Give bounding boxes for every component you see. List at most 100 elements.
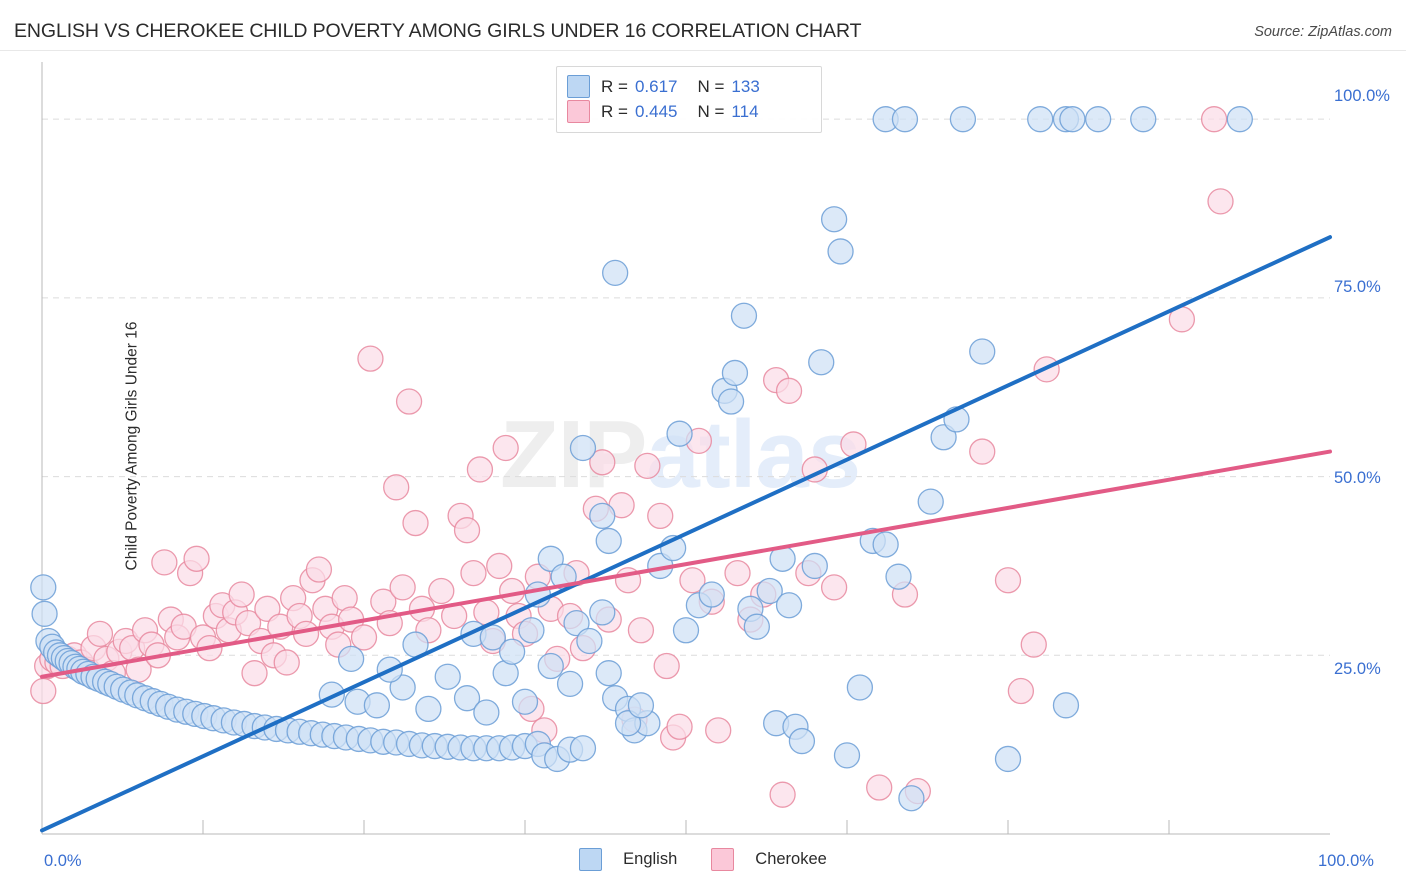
data-point-cherokee [627,617,655,644]
trend-line-cherokee [40,449,1332,679]
data-point-english [1027,106,1054,133]
stats-row-english: R = 0.617 N = 133 [567,74,811,99]
data-point-english [891,106,919,133]
data-point-english [885,563,912,590]
legend-swatch-english-icon [579,848,603,871]
data-point-english [537,545,564,572]
cherokee-r-value: 0.445 [634,101,678,121]
data-point-english [1130,106,1157,133]
y-tick-label-50: 50.0% [1334,469,1381,487]
data-point-english [833,742,861,769]
trend-line-english [40,235,1332,833]
english-r-value: 0.617 [634,76,678,96]
data-point-cherokee [866,774,893,801]
data-point-english [518,617,545,644]
statistics-legend: R = 0.617 N = 133 R = 0.445 N = 114 [556,66,822,133]
legend-item-cherokee[interactable]: Cherokee [711,848,827,871]
data-point-english [602,259,629,287]
data-point-english [434,663,461,690]
data-point-english [743,613,770,640]
x-tick-label-max: 100.0% [1318,852,1374,870]
data-point-english [898,785,925,812]
data-point-cherokee [724,559,751,587]
data-point-cherokee [589,449,616,476]
english-n-value: 133 [731,76,760,96]
plot-area [30,62,1332,835]
data-point-english [473,699,500,726]
cherokee-n-value: 114 [731,101,759,121]
swatch-cherokee-icon [567,100,590,123]
data-point-english [846,674,874,701]
data-point-cherokee [775,377,803,404]
data-point-english [563,609,590,637]
x-tick-label-min: 0.0% [44,852,82,870]
english-r-label: R = [601,76,628,96]
data-point-english [595,527,622,555]
data-point-english [827,238,854,265]
data-point-english [672,617,700,644]
data-point-english [775,592,803,619]
english-n-label: N = [697,76,725,96]
plot-svg [30,62,1332,835]
data-point-cherokee [460,559,487,587]
data-point-cherokee [241,660,268,687]
data-point-cherokee [383,474,410,501]
data-point-english [1226,106,1253,133]
swatch-english-icon [567,75,590,98]
data-point-english [556,670,584,698]
data-point-cherokee [151,549,178,576]
legend-label-cherokee: Cherokee [755,850,827,868]
data-point-cherokee [395,388,423,415]
series-legend: English Cherokee [0,848,1406,871]
data-point-cherokee [492,434,519,462]
data-point-cherokee [357,345,384,372]
data-point-english [569,434,597,462]
data-point-english [1085,106,1112,133]
data-point-cherokee [228,581,255,608]
data-point-cherokee [305,556,333,583]
data-point-cherokee [1007,677,1035,705]
data-point-english [872,531,899,558]
data-point-english [589,599,616,626]
data-point-cherokee [273,649,300,676]
data-point-cherokee [666,713,693,740]
header-divider [0,50,1406,51]
data-point-english [627,692,655,719]
data-point-english [917,488,944,515]
data-point-english [969,338,996,365]
legend-swatch-cherokee-icon [711,848,735,871]
data-point-cherokee [30,677,57,705]
data-point-english [801,552,828,580]
data-point-english [576,627,603,655]
data-point-english [614,710,642,737]
data-point-english [569,735,597,762]
cherokee-r-label: R = [601,101,628,121]
data-point-cherokee [769,781,796,808]
data-point-cherokee [498,577,526,605]
legend-label-english: English [623,850,678,868]
data-point-cherokee [183,545,210,572]
data-point-cherokee [679,567,706,594]
scatter-points-english [30,106,1253,812]
data-point-cherokee [705,717,732,744]
y-tick-label-25: 25.0% [1334,660,1381,678]
data-point-english [949,106,977,133]
data-point-cherokee [428,577,455,605]
data-point-cherokee [969,438,996,465]
data-point-english [698,581,725,608]
data-point-cherokee [453,517,481,544]
data-point-english [788,727,816,755]
data-point-english [1059,106,1086,133]
page-title: ENGLISH VS CHEROKEE CHILD POVERTY AMONG … [14,20,862,42]
y-tick-label-75: 75.0% [1334,278,1381,296]
legend-item-english[interactable]: English [579,848,677,871]
data-point-english [730,302,758,329]
data-point-english [994,745,1022,773]
data-point-cherokee [254,595,281,622]
data-point-english [389,674,416,701]
data-point-cherokee [653,652,680,680]
data-point-english [337,645,365,673]
data-point-cherokee [86,620,114,648]
data-point-english [666,420,693,447]
data-point-cherokee [402,509,429,537]
